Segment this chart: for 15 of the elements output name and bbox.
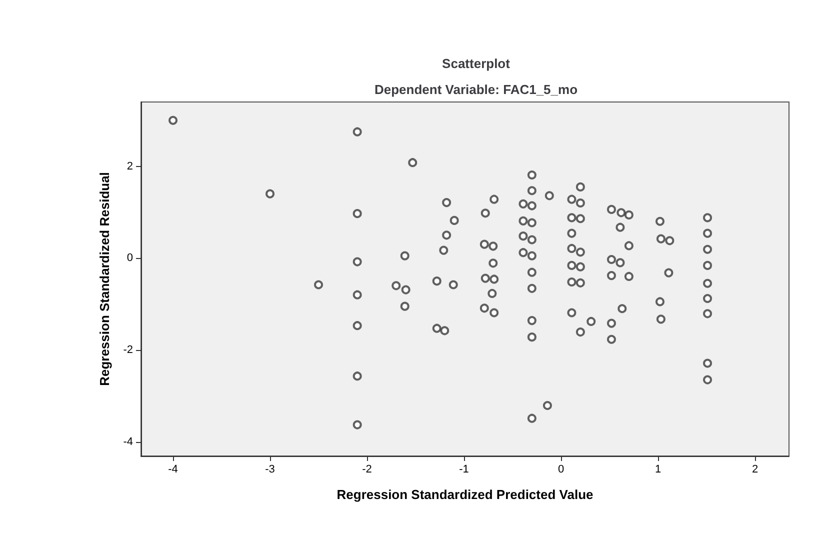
x-axis-title: Regression Standardized Predicted Value bbox=[336, 487, 594, 502]
y-tick-label: 2 bbox=[126, 160, 133, 172]
x-tick-label: -2 bbox=[362, 464, 372, 476]
x-tick-label: 1 bbox=[654, 464, 662, 476]
y-axis-title: Regression Standardized Residual bbox=[97, 172, 112, 386]
y-tick-label: -2 bbox=[123, 344, 133, 356]
chart-subtitle: Dependent Variable: FAC1_5_mo bbox=[374, 82, 578, 97]
x-tick-label: 0 bbox=[558, 464, 564, 476]
y-tick-label: 0 bbox=[126, 252, 133, 264]
y-tick-label: -4 bbox=[123, 436, 133, 448]
x-tick-label: -1 bbox=[459, 464, 469, 476]
chart-title: Scatterplot bbox=[442, 56, 511, 71]
x-tick-label: -4 bbox=[168, 464, 178, 476]
x-tick-label: -3 bbox=[265, 464, 275, 476]
x-tick-label: 2 bbox=[752, 464, 758, 476]
